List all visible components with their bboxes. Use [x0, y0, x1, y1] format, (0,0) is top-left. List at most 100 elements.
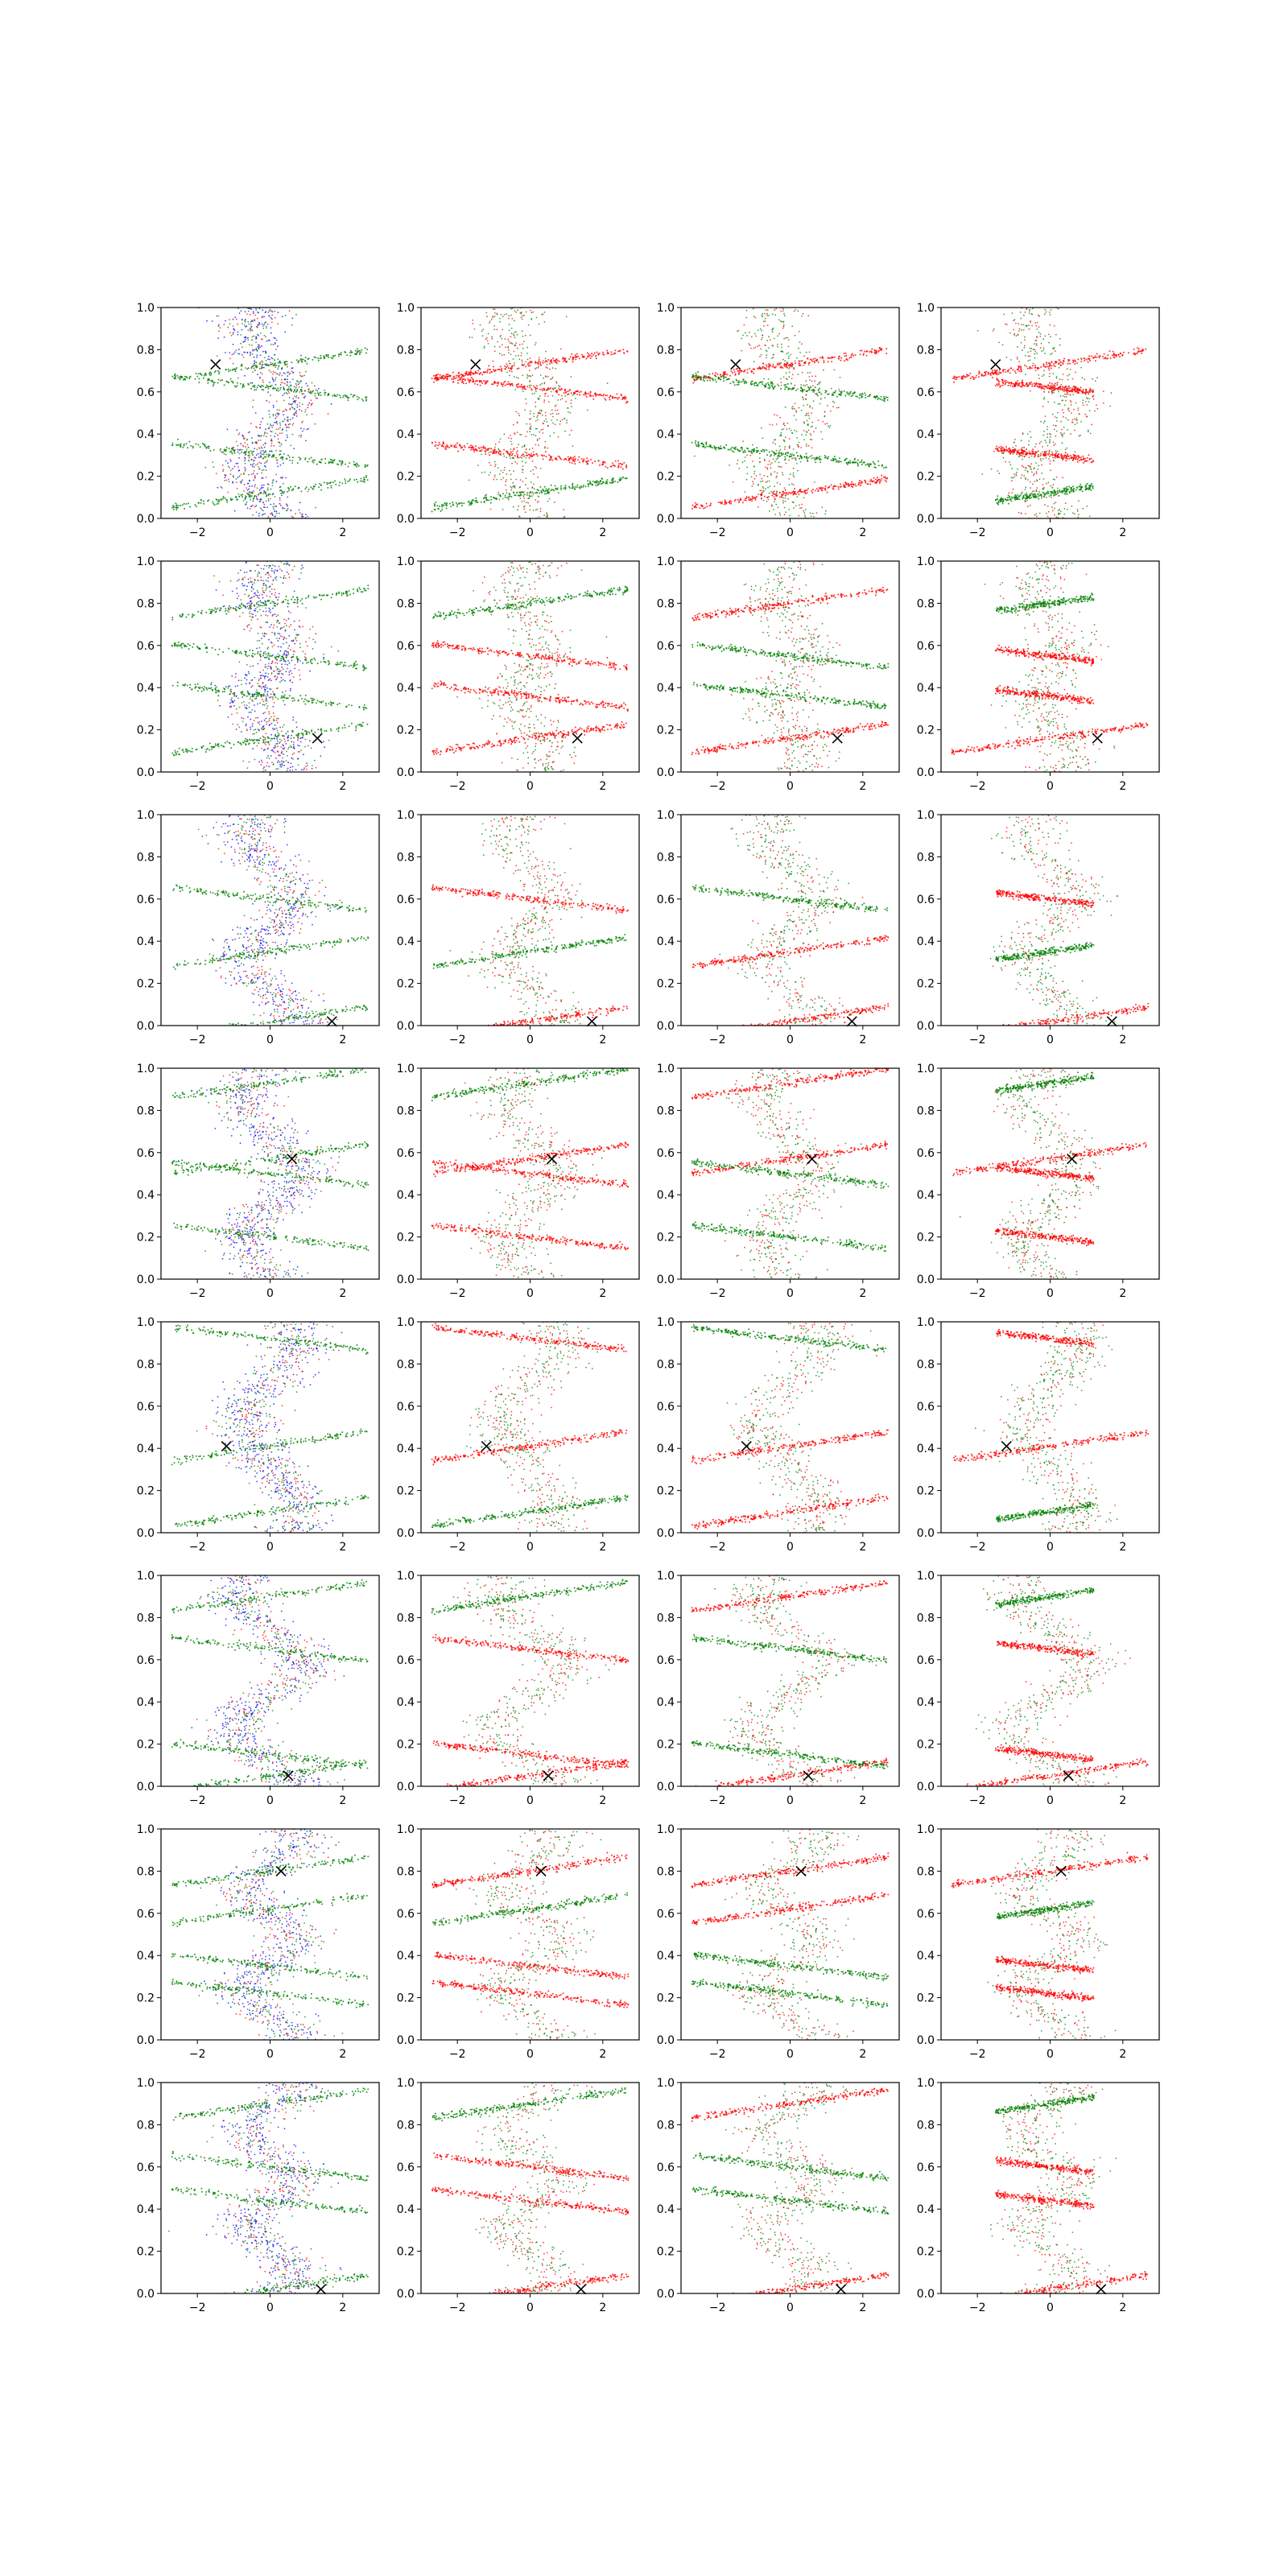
scatter-point — [824, 513, 827, 515]
scatter-point — [294, 390, 295, 391]
scatter-point — [751, 485, 753, 487]
scatter-point — [358, 349, 361, 352]
scatter-point — [1042, 486, 1045, 489]
scatter-point — [263, 432, 266, 435]
scatter-point — [328, 482, 330, 485]
scatter-point — [578, 357, 580, 360]
scatter-point — [258, 308, 261, 310]
scatter-point — [1071, 505, 1073, 507]
scatter-point — [485, 499, 488, 502]
scatter-point — [308, 390, 310, 393]
scatter-point — [1034, 350, 1037, 353]
scatter-point — [765, 481, 767, 483]
scatter-point — [562, 357, 564, 359]
scatter-point — [532, 385, 535, 387]
scatter-point — [797, 490, 799, 493]
scatter-point — [1033, 474, 1034, 477]
scatter-point — [708, 377, 711, 379]
scatter-point — [609, 398, 611, 401]
scatter-point — [514, 494, 517, 497]
scatter-point — [782, 491, 785, 493]
scatter-point — [553, 431, 555, 434]
scatter-point — [793, 454, 795, 456]
scatter-point — [250, 450, 252, 452]
scatter-point — [793, 456, 795, 459]
scatter-point — [536, 501, 539, 503]
scatter-point — [730, 448, 732, 450]
scatter-point — [529, 455, 531, 457]
scatter-point — [277, 387, 279, 390]
scatter-point — [818, 487, 820, 489]
scatter-point — [737, 369, 739, 372]
scatter-point — [223, 324, 225, 326]
scatter-point — [738, 369, 740, 372]
scatter-point — [480, 501, 482, 503]
scatter-point — [176, 444, 179, 447]
scatter-point — [460, 445, 462, 447]
scatter-point — [528, 494, 530, 497]
scatter-point — [310, 486, 312, 489]
scatter-point — [840, 359, 842, 361]
scatter-point — [799, 341, 801, 343]
x-marker-icon — [470, 359, 481, 370]
scatter-point — [279, 424, 282, 426]
scatter-point — [250, 495, 252, 497]
scatter-point — [880, 480, 882, 482]
scatter-point — [496, 312, 498, 315]
scatter-point — [444, 502, 446, 505]
scatter-point — [345, 482, 347, 485]
scatter-point — [436, 447, 439, 449]
scatter-point — [559, 386, 561, 388]
scatter-point — [180, 446, 182, 448]
scatter-point — [792, 484, 795, 486]
scatter-point — [1031, 324, 1033, 327]
scatter-point — [543, 312, 546, 313]
scatter-point — [281, 494, 283, 497]
scatter-point — [814, 380, 815, 382]
scatter-point — [1026, 499, 1028, 502]
scatter-point — [279, 372, 281, 374]
scatter-point — [299, 359, 302, 361]
scatter-point — [507, 349, 510, 351]
scatter-point — [567, 394, 569, 396]
scatter-point — [472, 323, 474, 324]
scatter-point — [258, 347, 260, 349]
scatter-point — [522, 390, 524, 392]
scatter-point — [548, 459, 551, 461]
scatter-point — [761, 477, 763, 480]
scatter-point — [256, 356, 258, 358]
scatter-point — [262, 389, 265, 391]
scatter-point — [779, 514, 782, 516]
scatter-point — [242, 496, 243, 498]
scatter-point — [879, 398, 881, 400]
scatter-point — [788, 438, 791, 440]
scatter-point — [530, 428, 532, 431]
scatter-point — [296, 403, 299, 406]
scatter-point — [806, 492, 808, 494]
scatter-point — [436, 505, 439, 507]
scatter-point — [752, 308, 754, 310]
scatter-point — [281, 420, 283, 423]
scatter-point — [693, 506, 696, 508]
scatter-point — [604, 461, 606, 464]
scatter-point — [458, 371, 460, 374]
scatter-point — [271, 314, 273, 316]
scatter-point — [1019, 312, 1022, 313]
scatter-point — [1024, 336, 1026, 338]
scatter-point — [551, 378, 553, 380]
scatter-point — [555, 381, 557, 383]
scatter-point — [506, 489, 507, 491]
scatter-point — [827, 357, 829, 359]
scatter-point — [175, 502, 177, 505]
scatter-point — [254, 477, 257, 479]
scatter-point — [266, 363, 268, 365]
scatter-point — [1030, 463, 1032, 465]
scatter-point — [475, 497, 477, 499]
scatter-point — [225, 320, 226, 322]
scatter-point — [786, 428, 788, 430]
scatter-point — [776, 475, 778, 477]
scatter-point — [783, 364, 786, 366]
scatter-point — [790, 453, 792, 456]
scatter-point — [1048, 369, 1051, 371]
scatter-point — [281, 316, 283, 318]
